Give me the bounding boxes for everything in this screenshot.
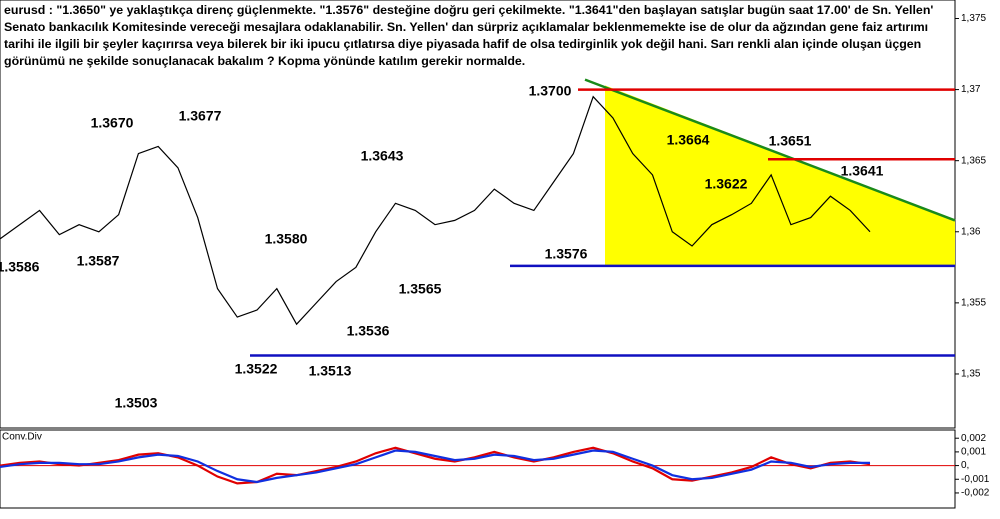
y-tick-label: 1,355 xyxy=(961,298,986,309)
price-annotation: 1.3503 xyxy=(115,395,158,411)
price-annotation: 1.3576 xyxy=(545,246,588,262)
oscillator-panel xyxy=(0,429,956,509)
y-tick-label: -0,001 xyxy=(961,474,990,485)
price-annotation: 1.3587 xyxy=(77,253,120,269)
y-tick-label: -0,002 xyxy=(961,488,990,499)
price-annotation: 1.3522 xyxy=(235,361,278,377)
price-annotation: 1.3641 xyxy=(841,163,884,179)
y-tick-label: 1,37 xyxy=(961,84,981,95)
price-annotation: 1.3643 xyxy=(361,148,404,164)
price-annotation: 1.3670 xyxy=(91,115,134,131)
oscillator-line xyxy=(0,446,871,485)
price-annotation: 1.3664 xyxy=(667,132,710,148)
oscillator-title: Conv.Div xyxy=(2,432,42,443)
price-annotation: 1.3700 xyxy=(529,83,572,99)
price-annotation: 1.3513 xyxy=(309,363,352,379)
price-annotation: 1.3677 xyxy=(179,108,222,124)
y-tick-label: 0,001 xyxy=(961,447,986,458)
y-tick-label: 1,375 xyxy=(961,13,986,24)
commentary: eurusd : "1.3650" ye yaklaştıkça direnç … xyxy=(4,3,934,68)
y-tick-label: 0, xyxy=(961,460,969,471)
price-annotation: 1.3565 xyxy=(399,281,442,297)
y-tick-label: 0,002 xyxy=(961,433,986,444)
price-annotation: 1.3586 xyxy=(0,259,40,275)
triangle-area xyxy=(605,85,955,266)
oscillator-line xyxy=(0,449,870,484)
price-annotation: 1.3580 xyxy=(265,231,308,247)
price-annotation: 1.3536 xyxy=(347,323,390,339)
trend-line xyxy=(584,78,956,222)
price-annotation: 1.3622 xyxy=(705,176,748,192)
price-annotation: 1.3651 xyxy=(769,133,812,149)
y-tick-label: 1,35 xyxy=(961,369,981,380)
y-tick-label: 1,36 xyxy=(961,226,981,237)
price-line xyxy=(0,95,871,326)
y-tick-label: 1,365 xyxy=(961,155,986,166)
